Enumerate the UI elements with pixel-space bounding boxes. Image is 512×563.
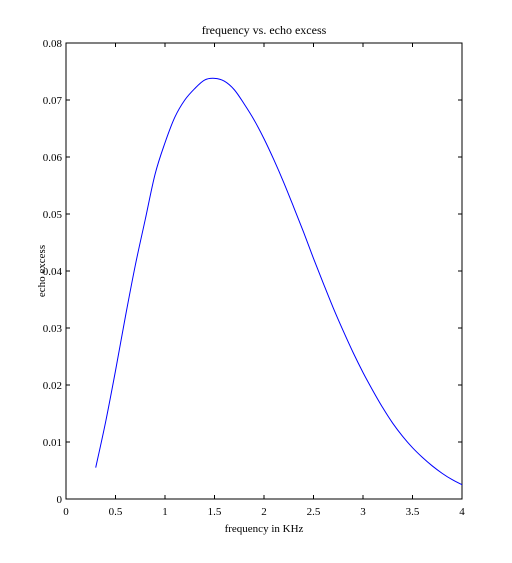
x-tick-label: 1.5 bbox=[208, 506, 222, 518]
chart-title: frequency vs. echo excess bbox=[202, 23, 327, 37]
series-line bbox=[95, 77, 463, 486]
x-tick-labels: 0 0.5 1 1.5 2 2.5 3 3.5 4 bbox=[63, 506, 465, 518]
y-tick-label: 0.02 bbox=[43, 380, 62, 392]
y-tick-label: 0.03 bbox=[43, 323, 63, 335]
x-axis-label: frequency in KHz bbox=[225, 523, 304, 535]
tick-marks bbox=[65, 42, 463, 500]
y-tick-label: 0 bbox=[57, 494, 63, 506]
x-tick-label: 0 bbox=[63, 506, 69, 518]
x-tick-label: 1 bbox=[162, 506, 168, 518]
x-tick-label: 3 bbox=[360, 506, 366, 518]
y-axis-label: echo excess bbox=[36, 245, 48, 297]
y-tick-label: 0.08 bbox=[43, 38, 63, 50]
x-tick-label: 4 bbox=[459, 506, 465, 518]
y-tick-label: 0.07 bbox=[43, 95, 63, 107]
y-tick-label: 0.05 bbox=[43, 209, 63, 221]
x-tick-label: 2.5 bbox=[307, 506, 321, 518]
y-tick-label: 0.06 bbox=[43, 152, 63, 164]
x-tick-label: 0.5 bbox=[109, 506, 123, 518]
y-tick-label: 0.01 bbox=[43, 437, 62, 449]
x-tick-label: 2 bbox=[261, 506, 267, 518]
plot-area bbox=[65, 42, 463, 500]
y-tick-labels: 0 0.01 0.02 0.03 0.04 0.05 0.06 0.07 0.08 bbox=[43, 38, 63, 506]
y-tick-label: 0.04 bbox=[43, 266, 63, 278]
x-tick-label: 3.5 bbox=[406, 506, 420, 518]
